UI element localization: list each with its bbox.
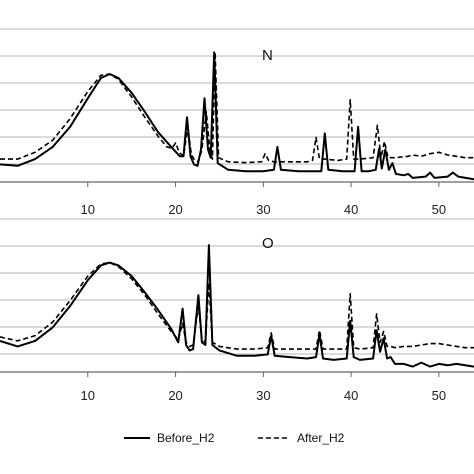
panel-o-x-tick-label: 30 <box>256 388 270 403</box>
panel-o-series <box>0 244 474 368</box>
panel-n-x-axis: 10 20 30 40 50 <box>0 181 474 217</box>
panel-o-grid <box>0 218 474 355</box>
panel-n-x-tick-label: 20 <box>168 202 182 217</box>
panel-n-x-tick-label: 50 <box>432 202 446 217</box>
panel-n-series-after-h2 <box>0 51 474 164</box>
panel-n-x-tick-label: 30 <box>256 202 270 217</box>
legend-label-before-h2: Before_H2 <box>157 431 215 445</box>
panel-o-x-axis: 10 20 30 40 50 <box>0 371 474 403</box>
panel-o-series-before-h2 <box>0 244 474 368</box>
panel-n: 10 20 30 40 50 N <box>0 28 474 217</box>
legend-label-after-h2: After_H2 <box>297 431 345 445</box>
panel-o-x-tick-label: 40 <box>344 388 358 403</box>
panel-n-x-tick-label: 40 <box>344 202 358 217</box>
panel-o: 10 20 30 40 50 O <box>0 218 474 403</box>
panel-n-series <box>0 51 474 181</box>
panel-o-x-tick-label: 10 <box>81 388 95 403</box>
panel-o-label: O <box>262 235 274 252</box>
panel-o-x-tick-label: 50 <box>432 388 446 403</box>
panel-n-series-before-h2 <box>0 51 474 181</box>
legend: Before_H2 After_H2 <box>124 431 345 445</box>
panel-o-x-tick-label: 20 <box>168 388 182 403</box>
panel-n-grid <box>0 28 474 165</box>
panel-n-label: N <box>262 47 273 64</box>
panel-o-series-after-h2 <box>0 261 474 350</box>
panel-n-x-tick-label: 10 <box>81 202 95 217</box>
